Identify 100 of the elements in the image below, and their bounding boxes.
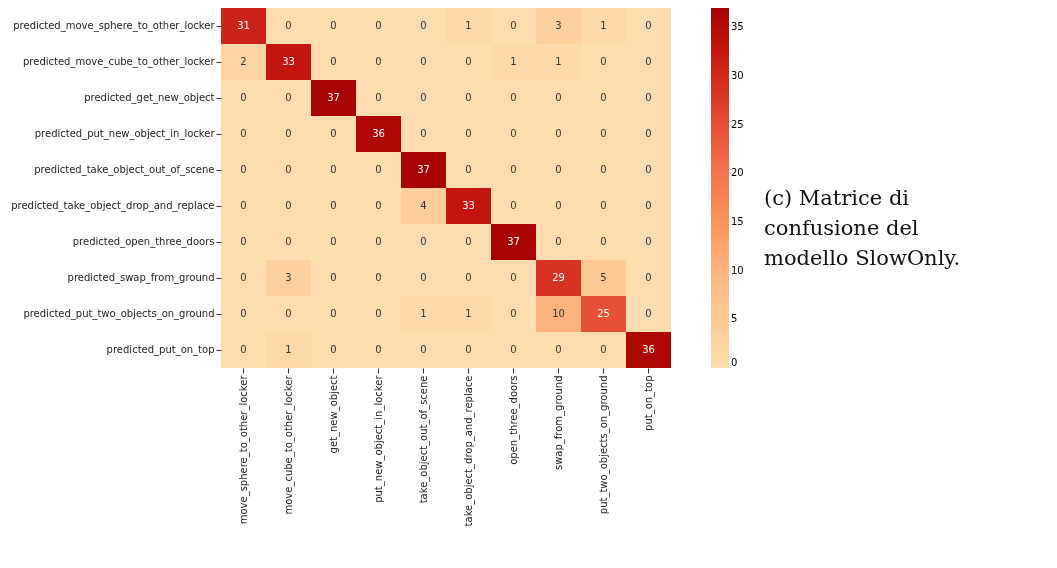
- data-label: 36: [642, 344, 655, 355]
- y-tick-label: predicted_swap_from_ground: [67, 272, 215, 284]
- data-label: 0: [420, 92, 427, 103]
- text: (c) Matrice di confusione del modello SlowOnly.: [764, 186, 961, 270]
- data-label: 37: [417, 164, 430, 175]
- y-tick-label: predicted_move_sphere_to_other_locker: [13, 20, 216, 32]
- y-tick-label: predicted_put_on_top: [106, 344, 215, 356]
- data-label: 0: [465, 128, 472, 139]
- data-label: 0: [285, 200, 292, 211]
- data-label: 0: [465, 56, 472, 67]
- x-tick-label: take_object_out_of_scene: [417, 375, 430, 504]
- data-label: 0: [240, 344, 247, 355]
- y-tick-label: predicted_put_new_object_in_locker: [34, 128, 216, 140]
- color-bar-label: 20: [731, 167, 744, 179]
- data-label: 0: [465, 92, 472, 103]
- y-tick-label: predicted_move_cube_to_other_locker: [23, 56, 216, 68]
- data-label: 0: [375, 200, 382, 211]
- data-label: 1: [465, 308, 472, 319]
- data-label: 0: [555, 92, 562, 103]
- y-tick-label: predicted_take_object_out_of_scene: [34, 164, 215, 176]
- data-label: 0: [330, 236, 337, 247]
- data-label: 0: [600, 236, 607, 247]
- data-label: 0: [375, 308, 382, 319]
- data-label: 0: [465, 272, 472, 283]
- data-label: 0: [555, 128, 562, 139]
- color-bar-label: 15: [731, 216, 744, 228]
- data-label: 0: [330, 200, 337, 211]
- x-tick-label: put_new_object_in_locker: [372, 374, 385, 503]
- data-label: 0: [330, 128, 337, 139]
- data-label: 0: [330, 20, 337, 31]
- data-label: 0: [645, 272, 652, 283]
- data-label: 0: [240, 92, 247, 103]
- color-bar-label: 10: [731, 264, 744, 276]
- data-label: 0: [645, 164, 652, 175]
- data-label: 37: [327, 92, 340, 103]
- x-tick-label: swap_from_ground: [552, 375, 565, 471]
- data-label: 0: [510, 272, 517, 283]
- data-label: 0: [600, 56, 607, 67]
- data-label: 0: [555, 164, 562, 175]
- data-label: 0: [555, 344, 562, 355]
- data-label: 0: [375, 56, 382, 67]
- data-label: 0: [375, 236, 382, 247]
- data-label: 0: [555, 236, 562, 247]
- data-label: 3: [555, 20, 562, 31]
- data-label: 37: [507, 236, 520, 247]
- data-label: 3: [285, 272, 292, 283]
- data-label: 0: [240, 128, 247, 139]
- data-label: 0: [285, 20, 292, 31]
- data-label: 0: [420, 20, 427, 31]
- data-label: 1: [420, 308, 427, 319]
- color-bar-label: 35: [731, 21, 744, 33]
- data-label: 0: [645, 20, 652, 31]
- x-tick-label: put_two_objects_on_ground: [597, 375, 610, 515]
- data-label: 33: [282, 56, 295, 67]
- data-label: 31: [237, 20, 250, 31]
- data-label: 0: [645, 308, 652, 319]
- data-label: 36: [372, 128, 385, 139]
- data-label: 0: [510, 308, 517, 319]
- data-label: 0: [240, 164, 247, 175]
- data-label: 0: [645, 200, 652, 211]
- data-label: 0: [645, 128, 652, 139]
- data-label: 0: [465, 344, 472, 355]
- color-bar-label: 5: [731, 313, 738, 325]
- data-label: 2: [240, 56, 247, 67]
- data-label: 0: [420, 56, 427, 67]
- data-label: 0: [285, 308, 292, 319]
- data-label: 0: [600, 164, 607, 175]
- data-label: 0: [420, 272, 427, 283]
- data-label: 0: [375, 344, 382, 355]
- x-tick-label: put_on_top: [642, 375, 655, 431]
- data-label: 0: [465, 236, 472, 247]
- data-label: 0: [510, 128, 517, 139]
- data-label: 0: [375, 92, 382, 103]
- data-label: 0: [420, 344, 427, 355]
- data-label: 0: [645, 92, 652, 103]
- data-label: 0: [285, 236, 292, 247]
- data-label: 0: [420, 128, 427, 139]
- data-label: 4: [420, 200, 427, 211]
- data-label: 0: [330, 344, 337, 355]
- data-label: 25: [597, 308, 610, 319]
- data-label: 0: [330, 308, 337, 319]
- data-label: 0: [330, 164, 337, 175]
- y-tick-label: predicted_take_object_drop_and_replace: [11, 200, 215, 212]
- data-label: 1: [465, 20, 472, 31]
- data-label: 0: [420, 236, 427, 247]
- data-label: 1: [285, 344, 292, 355]
- data-label: 0: [510, 20, 517, 31]
- x-tick-label: get_new_object: [327, 375, 340, 454]
- x-tick-label: take_object_drop_and_replace: [462, 375, 475, 527]
- data-label: 0: [645, 236, 652, 247]
- data-label: 29: [552, 272, 565, 283]
- data-label: 0: [240, 308, 247, 319]
- x-tick-label: open_three_doors: [507, 375, 520, 465]
- data-label: 0: [330, 272, 337, 283]
- data-label: 0: [600, 200, 607, 211]
- data-label: 0: [375, 164, 382, 175]
- data-label: 0: [285, 164, 292, 175]
- data-label: 0: [600, 92, 607, 103]
- data-label: 0: [285, 92, 292, 103]
- data-label: 1: [600, 20, 607, 31]
